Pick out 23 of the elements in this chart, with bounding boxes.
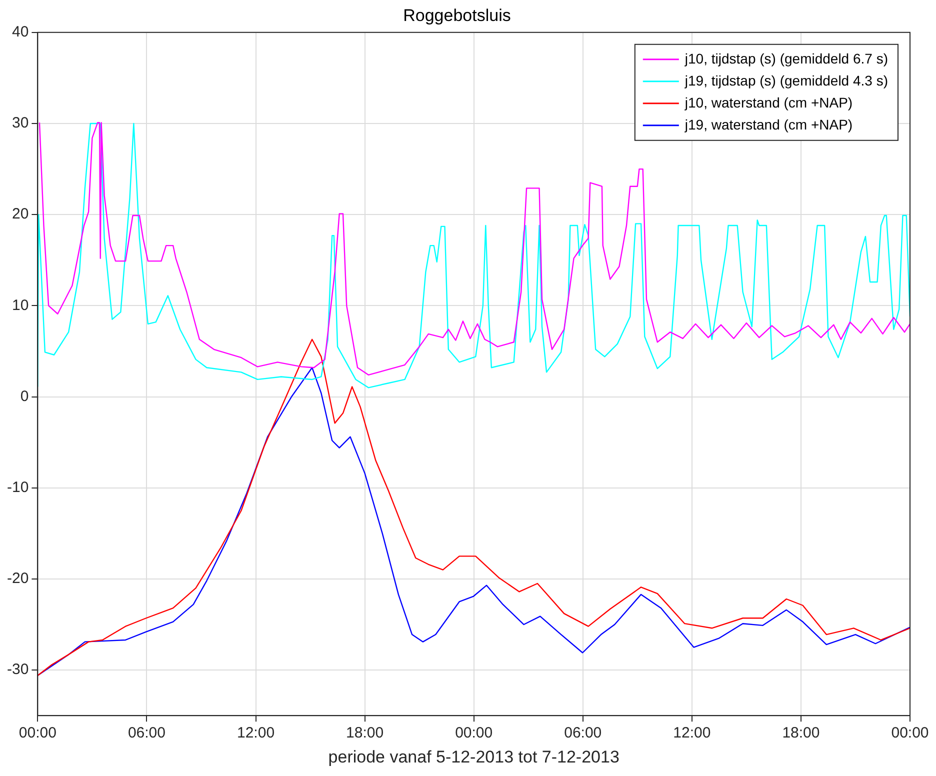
x-tick-label: 00:00 <box>455 724 493 742</box>
x-tick-label: 18:00 <box>782 724 820 742</box>
x-tick-label: 12:00 <box>673 724 711 742</box>
x-tick-label: 06:00 <box>564 724 602 742</box>
x-tick-label: 18:00 <box>346 724 384 742</box>
x-tick-label: 12:00 <box>236 724 275 742</box>
chart-title: Roggebotsluis <box>403 6 511 25</box>
legend-label: j10, tijdstap (s) (gemiddeld 6.7 s) <box>684 50 888 66</box>
x-tick-label: 00:00 <box>18 724 56 742</box>
legend-label: j10, waterstand (cm +NAP) <box>684 94 853 110</box>
y-tick-label: 30 <box>12 114 29 132</box>
legend-label: j19, tijdstap (s) (gemiddeld 4.3 s) <box>684 72 888 88</box>
x-axis-title: periode vanaf 5-12-2013 tot 7-12-2013 <box>328 747 620 766</box>
y-tick-label: 40 <box>12 24 29 41</box>
y-tick-label: -30 <box>6 661 29 678</box>
y-tick-label: -10 <box>6 479 29 496</box>
y-tick-label: -20 <box>6 570 29 588</box>
y-tick-label: 20 <box>12 206 29 223</box>
y-tick-label: 0 <box>20 388 29 405</box>
legend-label: j19, waterstand (cm +NAP) <box>684 116 853 132</box>
x-tick-label: 00:00 <box>891 724 929 742</box>
y-tick-label: 10 <box>12 296 29 314</box>
x-tick-label: 06:00 <box>128 724 166 742</box>
